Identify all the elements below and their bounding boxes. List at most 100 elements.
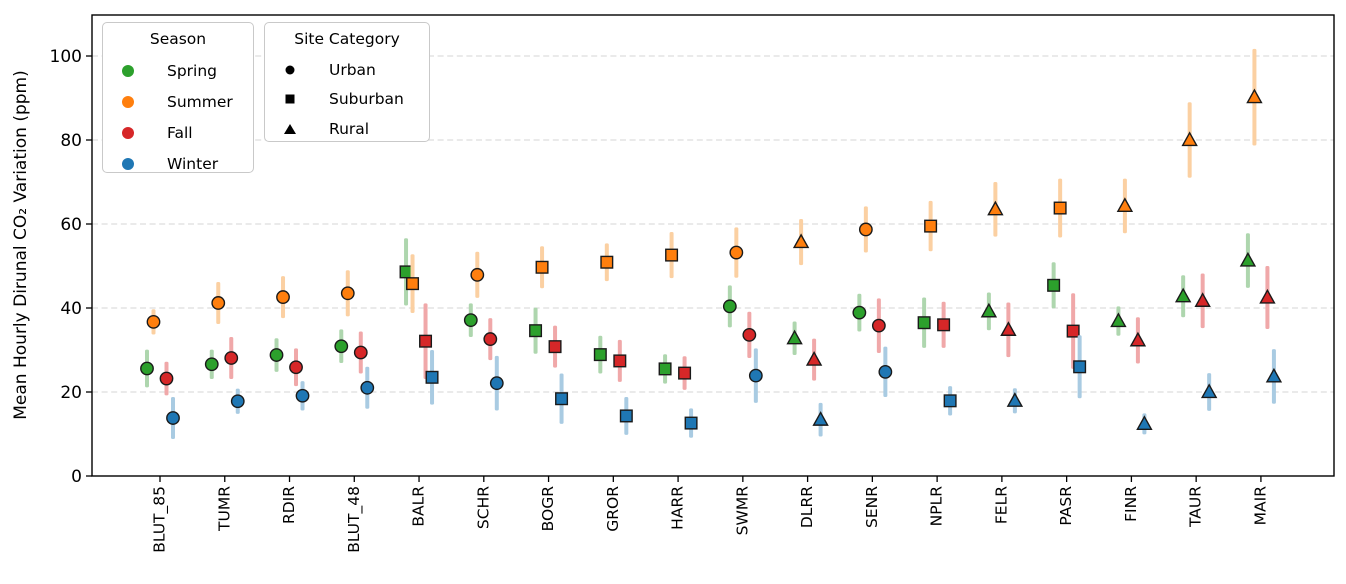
site-group-BOGR: [529, 246, 569, 424]
winter-marker-icon: [122, 157, 134, 170]
x-tick-label-DLRR: DLRR: [798, 486, 816, 528]
site-group-BLUT_85: [140, 309, 180, 440]
marker-BOGR-Summer: [535, 260, 549, 274]
marker-TUMR-Summer: [211, 296, 226, 310]
legend-item-fall: Fall: [103, 117, 253, 148]
x-tick-label-MAIR: MAIR: [1251, 486, 1269, 526]
legend-item-urban: Urban: [265, 55, 429, 85]
y-tick-label-20: 20: [60, 383, 82, 403]
site-group-RDIR: [269, 276, 310, 411]
marker-HARR-Spring: [658, 362, 672, 376]
marker-HARR-Summer: [665, 248, 679, 262]
marker-FINR-Summer: [1116, 197, 1134, 213]
legend-label-rural: Rural: [329, 119, 370, 138]
marker-RDIR-Summer: [276, 290, 290, 304]
marker-HARR-Winter: [684, 416, 698, 430]
x-tick-label-SENR: SENR: [863, 486, 881, 528]
x-tick-label-SWMR: SWMR: [733, 486, 751, 536]
marker-BLUT_85-Fall: [159, 371, 174, 386]
x-tick-label-TAUR: TAUR: [1187, 486, 1205, 528]
rural-triangle-icon: [284, 123, 296, 134]
site-group-GROR: [593, 243, 633, 435]
marker-BALR-Spring: [399, 265, 413, 279]
marker-BLUT_48-Winter: [360, 380, 375, 395]
marker-FINR-Fall: [1129, 331, 1147, 347]
legend-season: Season Spring Summer Fall Winter: [102, 22, 254, 173]
marker-RDIR-Fall: [289, 360, 303, 375]
marker-HARR-Fall: [678, 366, 692, 380]
legend-site-category-title: Site Category: [294, 30, 400, 48]
marker-BLUT_48-Fall: [353, 345, 368, 360]
marker-BLUT_85-Summer: [146, 314, 161, 329]
marker-NPLR-Spring: [917, 316, 931, 330]
marker-FINR-Spring: [1110, 312, 1127, 328]
marker-SCHR-Summer: [470, 267, 485, 282]
y-tick-label-60: 60: [60, 215, 82, 235]
marker-GROR-Summer: [600, 255, 614, 269]
legend-label-suburban: Suburban: [329, 90, 404, 109]
marker-FINR-Winter: [1136, 415, 1153, 431]
legend-season-rows: Spring Summer Fall Winter: [103, 55, 253, 179]
marker-TUMR-Spring: [204, 357, 219, 372]
y-tick-label-0: 0: [71, 467, 82, 487]
marker-BOGR-Spring: [529, 324, 543, 338]
site-group-MAIR: [1239, 48, 1283, 404]
marker-SWMR-Summer: [729, 245, 744, 260]
legend-label-summer: Summer: [167, 92, 233, 111]
marker-FELR-Spring: [980, 302, 998, 318]
site-group-DLRR: [786, 218, 829, 437]
marker-TAUR-Spring: [1174, 287, 1192, 303]
site-group-BLUT_48: [334, 270, 375, 409]
x-tick-label-GROR: GROR: [604, 486, 622, 532]
site-group-PASR: [1047, 178, 1087, 399]
marker-NPLR-Summer: [924, 219, 938, 233]
y-tick-label-100: 100: [50, 47, 82, 67]
marker-SENR-Fall: [871, 318, 886, 333]
x-tick-label-PASR: PASR: [1057, 486, 1075, 526]
x-tick-label-SCHR: SCHR: [474, 486, 492, 529]
marker-DLRR-Summer: [792, 233, 810, 249]
urban-circle-icon: [285, 65, 295, 75]
marker-MAIR-Fall: [1259, 288, 1276, 304]
x-tick-label-HARR: HARR: [669, 486, 687, 530]
marker-PASR-Winter: [1073, 360, 1087, 374]
marker-BLUT_48-Summer: [340, 286, 355, 301]
summer-marker-icon: [122, 95, 134, 108]
marker-MAIR-Spring: [1239, 251, 1257, 267]
marker-DLRR-Winter: [812, 411, 829, 426]
legend-season-title: Season: [149, 30, 207, 48]
marker-PASR-Spring: [1047, 278, 1061, 292]
x-tick-label-FINR: FINR: [1122, 486, 1140, 522]
marker-SENR-Winter: [878, 364, 893, 379]
legend-label-spring: Spring: [167, 61, 218, 80]
site-group-FINR: [1110, 178, 1153, 435]
site-group-TAUR: [1174, 102, 1218, 411]
y-tick-label-80: 80: [60, 131, 82, 151]
marker-RDIR-Spring: [269, 348, 284, 362]
x-tick-label-BALR: BALR: [410, 486, 428, 527]
marker-SCHR-Fall: [483, 332, 498, 346]
legend-label-fall: Fall: [167, 123, 193, 142]
plot-frame: [91, 14, 1335, 477]
marker-TAUR-Summer: [1181, 131, 1198, 147]
marker-SWMR-Fall: [742, 327, 757, 342]
legend-item-winter: Winter: [103, 148, 253, 179]
marker-TUMR-Fall: [224, 351, 239, 365]
marker-BALR-Fall: [419, 334, 433, 348]
x-tick-label-BLUT_48: BLUT_48: [345, 486, 364, 553]
x-tick-label-TUMR: TUMR: [215, 486, 233, 532]
marker-MAIR-Winter: [1265, 367, 1283, 383]
site-group-FELR: [980, 182, 1024, 414]
marker-TAUR-Fall: [1194, 292, 1211, 307]
legend-item-summer: Summer: [103, 86, 253, 117]
x-tick-label-RDIR: RDIR: [280, 486, 298, 524]
marker-GROR-Winter: [619, 409, 633, 423]
marker-TAUR-Winter: [1200, 383, 1218, 399]
marker-TUMR-Winter: [230, 394, 245, 409]
legend-item-rural: Rural: [265, 114, 429, 144]
site-group-SENR: [852, 206, 893, 398]
legend-item-spring: Spring: [103, 55, 253, 86]
marker-BOGR-Winter: [555, 392, 569, 406]
